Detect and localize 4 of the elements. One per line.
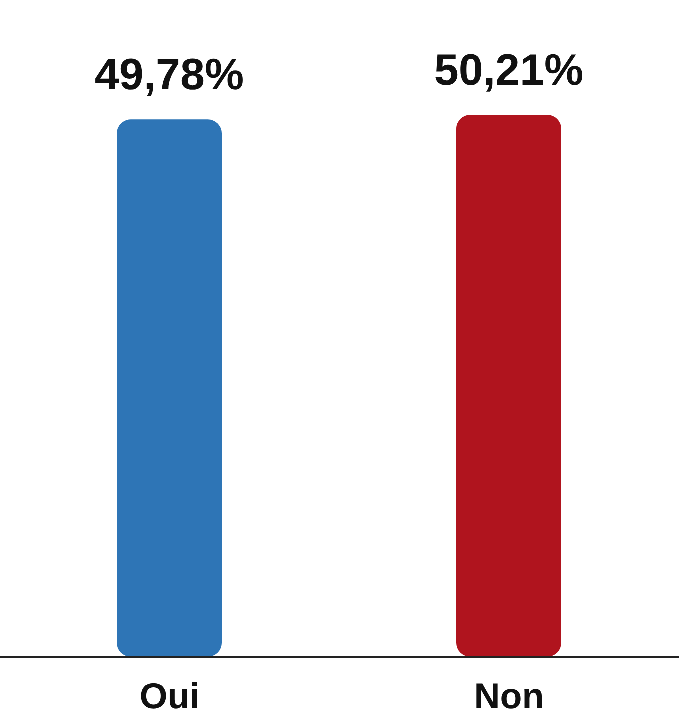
x-tick-label: Non [474, 676, 544, 717]
x-tick-label: Oui [140, 676, 200, 717]
data-label: 49,78% [94, 50, 244, 100]
data-label: 50,21% [434, 46, 584, 95]
